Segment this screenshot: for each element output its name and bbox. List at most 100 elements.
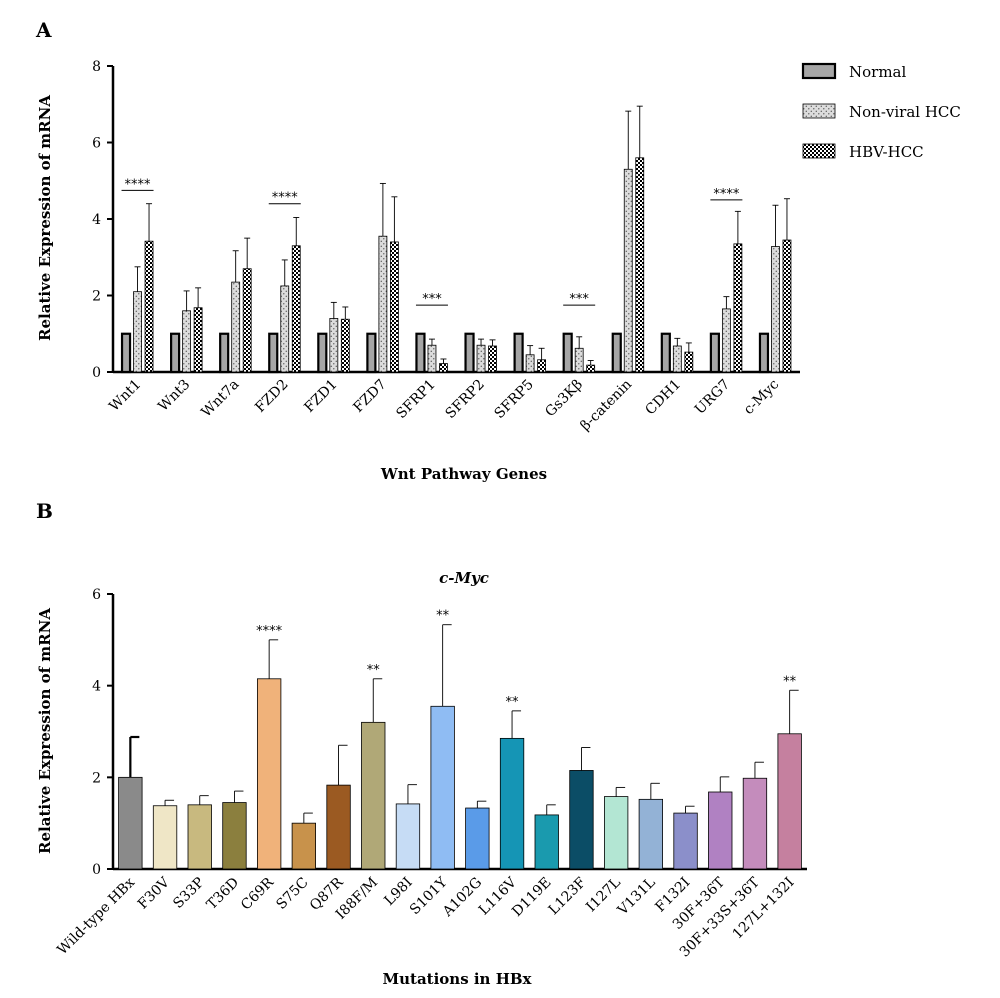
bar-normal-catenin (611, 332, 622, 374)
bar-hbv-hcc-cdh1 (684, 351, 694, 373)
bar-hbv-hcc-fzd1 (340, 318, 350, 373)
bar-s75c (291, 822, 317, 870)
panel-b-chart-title: c-Myc (439, 569, 489, 587)
bar-i127l (604, 796, 629, 870)
panel-b-significance-label: ** (783, 674, 797, 689)
bar-wild-type-hbx (118, 776, 143, 870)
panel-b-category-label: Wild-type HBx (54, 874, 138, 958)
bar-l123f (569, 770, 594, 870)
panel-a-significance-label: *** (422, 292, 442, 307)
panel-b-significance-label: **** (256, 624, 283, 639)
panel-b-category-label: V131L (614, 875, 659, 920)
bar-s101y (430, 705, 455, 870)
bar-q87r (326, 784, 351, 870)
bar-normal-sfrp5 (513, 332, 524, 374)
legend-label-non-viral-hcc: Non-viral HCC (849, 103, 961, 121)
bar-non-viral-hcc-wnt1 (133, 291, 142, 373)
panel-b-significance-label: ** (367, 663, 381, 678)
bar-hbv-hcc-c-myc (782, 239, 792, 373)
bar-hbv-hcc-wnt1 (144, 240, 154, 373)
bar-d119e (534, 814, 559, 870)
bar-normal-cdh1 (660, 332, 671, 374)
panel-a-x-axis-title: Wnt Pathway Genes (380, 465, 547, 483)
bar-non-viral-hcc-fzd1 (329, 318, 339, 373)
bar-hbv-hcc-urg7 (733, 243, 743, 373)
bar-normal-fzd2 (268, 332, 279, 374)
panel-a-category-label: Gs3Kβ (542, 377, 586, 421)
bar-normal-wnt1 (120, 332, 132, 374)
bar-l116v (499, 737, 525, 870)
panel-a-y-tick-label: 6 (92, 136, 101, 152)
bar-127l-132i (777, 733, 802, 870)
panel-a-significance-label: **** (125, 177, 152, 192)
panel-a-category-label: FZD7 (350, 377, 389, 416)
bar-hbv-hcc-gs3k (586, 364, 596, 373)
bar-hbv-hcc-sfrp1 (439, 363, 448, 373)
panel-b-y-tick-label: 0 (92, 862, 101, 878)
bar-hbv-hcc-wnt3 (193, 307, 203, 373)
bar-non-viral-hcc-fzd7 (378, 235, 388, 373)
panel-b-category-label: A102G (439, 875, 485, 921)
panel-a-category-label: Wnt7a (198, 377, 242, 421)
panel-a-y-tick-label: 2 (92, 289, 101, 305)
bar-a102g (465, 807, 490, 870)
bar-hbv-hcc-fzd2 (291, 245, 301, 373)
panel-a-category-label: FZD2 (252, 377, 291, 416)
bar-normal-wnt7a (219, 332, 230, 374)
panel-a-legend: Normal Non-viral HCC HBV-HCC (801, 62, 961, 161)
legend-swatch-non-viral-hcc (802, 103, 836, 119)
panel-b-significance-label: ** (436, 609, 450, 624)
bar-t36d (222, 802, 247, 870)
bar-non-viral-hcc-sfrp1 (427, 344, 437, 373)
panel-a-category-label: CDH1 (642, 377, 684, 419)
bar-non-viral-hcc-wnt7a (231, 281, 241, 373)
bar-c69r (256, 678, 282, 870)
bar-hbv-hcc-fzd7 (389, 241, 399, 373)
panel-b: B c-Myc Relative Expression of mRNA Muta… (36, 499, 807, 988)
bar-f132i (673, 812, 698, 870)
panel-b-y-axis-title: Relative Expression of mRNA (36, 608, 54, 854)
panel-b-y-tick-label: 4 (92, 679, 101, 695)
panel-a-category-label: SFRP5 (492, 377, 537, 422)
panel-b-category-label: L123F (546, 874, 590, 918)
bar-non-viral-hcc-sfrp2 (476, 344, 486, 373)
bar-non-viral-hcc-wnt3 (182, 310, 192, 373)
panel-a-category-label: FZD1 (301, 377, 340, 416)
bar-normal-c-myc (758, 332, 770, 374)
bar-non-viral-hcc-urg7 (721, 308, 731, 373)
bar-normal-sfrp2 (464, 332, 475, 374)
panel-letter-b: B (36, 499, 53, 523)
panel-a-significance-label: **** (713, 187, 740, 202)
bar-normal-gs3k (562, 332, 573, 374)
bar-non-viral-hcc-catenin (623, 168, 633, 373)
panel-b-y-tick-label: 6 (92, 587, 101, 603)
panel-a-y-tick-label: 0 (92, 365, 101, 381)
bar-s33p (187, 804, 212, 870)
bar-normal-sfrp1 (415, 332, 426, 374)
legend-swatch-hbv-hcc (802, 143, 836, 159)
panel-b-significance-label: ** (506, 695, 520, 710)
panel-a-category-label: Wnt1 (106, 377, 144, 415)
bar-v131l (638, 798, 663, 870)
bar-normal-fzd1 (317, 332, 328, 374)
panel-a-y-axis-title: Relative Expression of mRNA (36, 95, 54, 341)
bar-hbv-hcc-sfrp5 (537, 359, 547, 373)
panel-letter-a: A (35, 18, 52, 42)
panel-b-category-label: C69R (238, 874, 277, 913)
bar-normal-wnt3 (170, 332, 181, 374)
bar-non-viral-hcc-sfrp5 (525, 354, 535, 373)
panel-a-category-label: SFRP2 (442, 377, 487, 422)
panel-b-category-label: S75C (273, 875, 311, 913)
bar-non-viral-hcc-fzd2 (280, 285, 290, 373)
panel-a-y-tick-label: 4 (92, 212, 101, 228)
bar-non-viral-hcc-cdh1 (672, 345, 682, 373)
bar-normal-fzd7 (366, 332, 377, 374)
panel-b-category-label: T36D (204, 875, 242, 913)
bar-hbv-hcc-catenin (635, 157, 645, 373)
panel-b-y-tick-label: 2 (92, 770, 101, 786)
panel-a-category-label: c-Myc (741, 376, 783, 418)
panel-b-category-label: D119E (509, 875, 554, 920)
bar-30f-36t (708, 791, 733, 870)
legend-label-hbv-hcc: HBV-HCC (849, 143, 924, 161)
